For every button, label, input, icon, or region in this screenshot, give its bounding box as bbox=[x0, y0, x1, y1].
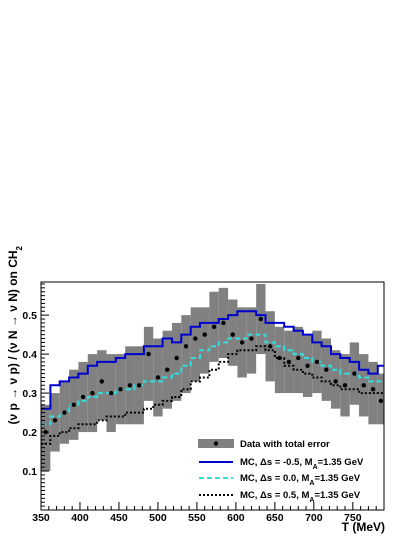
y-axis-title-main: (ν p → ν p) / (ν N → ν N) on CH bbox=[6, 250, 20, 424]
x-axis: 350 400 450 500 550 600 650 700 750 bbox=[32, 502, 385, 524]
data-point bbox=[211, 324, 217, 330]
y-tick-label: 0.5 bbox=[22, 310, 37, 322]
data-point bbox=[258, 316, 264, 322]
y-tick-label: 0.3 bbox=[22, 388, 37, 400]
data-point bbox=[108, 390, 114, 396]
legend: Data with total error MC, Δs = -0.5, MA=… bbox=[198, 439, 364, 504]
x-axis-title: T (MeV) bbox=[342, 520, 385, 534]
error-band bbox=[41, 404, 51, 472]
data-point bbox=[146, 351, 151, 357]
data-point bbox=[193, 336, 198, 341]
data-point bbox=[183, 344, 189, 349]
data-point bbox=[249, 336, 254, 341]
mc-series-line-1 bbox=[41, 333, 384, 426]
error-band bbox=[181, 315, 191, 394]
data-point bbox=[221, 320, 226, 326]
data-point bbox=[165, 367, 170, 372]
data-point bbox=[202, 332, 207, 337]
data-point bbox=[127, 383, 133, 388]
mc-series-line-0 bbox=[41, 310, 384, 410]
data-point bbox=[118, 386, 123, 392]
data-point bbox=[71, 402, 76, 407]
legend-label-mc-neg: MC, Δs = -0.5, MA=1.35 GeV bbox=[240, 457, 364, 471]
mc-series-line-2 bbox=[41, 345, 384, 445]
data-point bbox=[239, 340, 245, 345]
data-point bbox=[370, 386, 376, 392]
legend-marker-data bbox=[213, 441, 219, 446]
data-point bbox=[174, 355, 179, 361]
data-point bbox=[361, 383, 366, 388]
data-point bbox=[342, 383, 348, 388]
x-tick-label: 550 bbox=[188, 512, 206, 524]
x-tick-label: 700 bbox=[305, 512, 323, 524]
data-point bbox=[324, 367, 329, 372]
error-band bbox=[143, 326, 154, 401]
data-point bbox=[267, 344, 273, 349]
data-point bbox=[378, 398, 384, 404]
x-tick-label: 400 bbox=[71, 512, 89, 524]
data-point bbox=[80, 394, 86, 400]
y-axis: 0.1 0.2 0.3 0.4 0.5 bbox=[22, 283, 49, 507]
data-point bbox=[314, 359, 320, 365]
data-point bbox=[352, 371, 357, 376]
error-band bbox=[171, 322, 182, 401]
data-point bbox=[137, 383, 142, 388]
legend-label-mc-pos: MC, Δs = 0.5, MA=1.35 GeV bbox=[240, 490, 361, 504]
data-point bbox=[99, 379, 105, 384]
data-point bbox=[230, 332, 235, 337]
y-axis-title-subscript: 2 bbox=[15, 245, 24, 250]
data-point bbox=[286, 359, 292, 365]
data-point bbox=[52, 418, 58, 423]
x-tick-label: 650 bbox=[266, 512, 284, 524]
y-tick-label: 0.1 bbox=[22, 466, 37, 478]
data-point bbox=[305, 363, 310, 368]
x-tick-label: 450 bbox=[110, 512, 128, 524]
y-axis-title: (ν p → ν p) / (ν N → ν N) on CH2 bbox=[6, 245, 24, 424]
data-point bbox=[62, 410, 67, 415]
x-tick-label: 600 bbox=[227, 512, 245, 524]
data-point bbox=[333, 379, 338, 384]
legend-label-mc-zero: MC, Δs = 0.0, MA=1.35 GeV bbox=[240, 473, 361, 487]
data-point bbox=[296, 355, 301, 361]
error-band bbox=[200, 307, 210, 374]
data-point bbox=[277, 355, 282, 361]
y-tick-label: 0.2 bbox=[22, 427, 37, 439]
error-band bbox=[97, 350, 107, 421]
data-point bbox=[90, 390, 95, 396]
data-points bbox=[43, 316, 384, 435]
legend-label-data: Data with total error bbox=[240, 439, 330, 450]
x-tick-label: 750 bbox=[344, 512, 362, 524]
x-tick-label: 500 bbox=[149, 512, 167, 524]
x-tick-label: 350 bbox=[32, 512, 50, 524]
y-tick-label: 0.4 bbox=[22, 349, 37, 361]
data-point bbox=[155, 375, 161, 380]
mc-lines bbox=[41, 310, 384, 445]
error-band bbox=[190, 307, 201, 382]
